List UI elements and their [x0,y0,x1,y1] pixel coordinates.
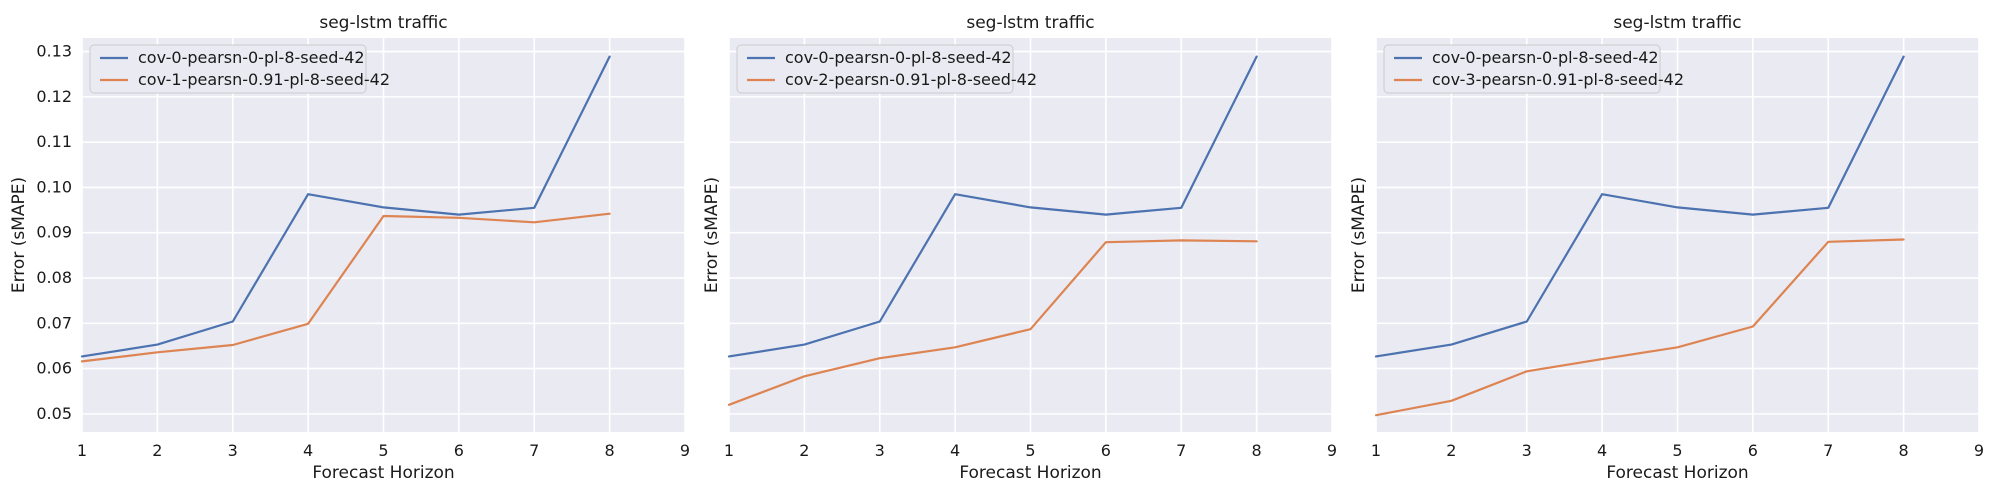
x-tick-label: 4 [1597,441,1607,460]
y-tick-label: 0.12 [36,87,72,106]
y-axis-label: Error (sMAPE) [702,177,722,293]
x-tick-label: 6 [454,441,464,460]
x-tick-label: 1 [724,441,734,460]
x-tick-label: 7 [529,441,539,460]
x-tick-label: 5 [1025,441,1035,460]
x-tick-label: 2 [152,441,162,460]
series-line-1 [1374,55,1905,358]
series-line-2 [1374,238,1905,417]
x-tick-label: 1 [1371,441,1381,460]
legend-label-2: cov-1-pearsn-0.91-pl-8-seed-42 [138,70,390,89]
legend-label-1: cov-0-pearsn-0-pl-8-seed-42 [138,48,365,67]
y-tick-label: 0.09 [36,223,72,242]
x-tick-label: 8 [605,441,615,460]
x-tick-label: 4 [303,441,313,460]
legend-box [736,44,1014,94]
x-tick-label: 9 [1974,441,1984,460]
x-tick-label: 3 [228,441,238,460]
x-axis-label: Forecast Horizon [1606,463,1748,483]
series-line-2 [727,239,1258,406]
x-tick-label: 2 [799,441,809,460]
chart-title: seg-lstm traffic [966,13,1094,33]
legend: cov-0-pearsn-0-pl-8-seed-42 cov-1-pearsn-… [89,44,390,94]
chart-panel-3: 1 2 3 4 5 6 7 8 9 seg-lstm traffic Forecast Horizo… [1349,13,1984,483]
legend-label-1: cov-0-pearsn-0-pl-8-seed-42 [1432,48,1659,67]
y-tick-label: 0.11 [36,132,72,151]
x-tick-label: 3 [875,441,885,460]
x-tick-label: 3 [1522,441,1532,460]
x-tick-label: 5 [378,441,388,460]
y-tick-label: 0.13 [36,42,72,61]
x-axis-label: Forecast Horizon [312,463,454,483]
legend-label-2: cov-3-pearsn-0.91-pl-8-seed-42 [1432,70,1684,89]
y-axis-label: Error (sMAPE) [1349,177,1369,293]
x-tick-label: 7 [1823,441,1833,460]
x-tick-label: 2 [1446,441,1456,460]
y-tick-label: 0.08 [36,268,72,287]
x-tick-label: 9 [1327,441,1337,460]
x-tick-label: 8 [1252,441,1262,460]
x-tick-label: 5 [1672,441,1682,460]
series-line-1 [727,55,1258,358]
y-tick-label: 0.05 [36,404,72,423]
chart-panel-1: 1 2 3 4 5 6 7 8 9 0.05 0.06 0.07 0.08 0.09 0.10 0.11 0.1… [9,13,690,483]
x-tick-label: 8 [1899,441,1909,460]
legend-label-1: cov-0-pearsn-0-pl-8-seed-42 [785,48,1012,67]
legend: cov-0-pearsn-0-pl-8-seed-42 cov-2-pearsn-… [736,44,1037,94]
y-axis-label: Error (sMAPE) [9,177,29,293]
series-line-2 [80,212,611,363]
y-tick-label: 0.07 [36,313,72,332]
x-tick-label: 6 [1101,441,1111,460]
y-tick-label: 0.10 [36,177,72,196]
x-tick-label: 4 [950,441,960,460]
x-tick-label: 6 [1748,441,1758,460]
chart-title: seg-lstm traffic [1613,13,1741,33]
legend-box [89,44,367,94]
legend-label-2: cov-2-pearsn-0.91-pl-8-seed-42 [785,70,1037,89]
legend: cov-0-pearsn-0-pl-8-seed-42 cov-3-pearsn-… [1383,44,1684,94]
x-tick-label: 7 [1176,441,1186,460]
x-axis-label: Forecast Horizon [959,463,1101,483]
legend-box [1383,44,1661,94]
x-tick-label: 1 [77,441,87,460]
x-tick-label: 9 [680,441,690,460]
chart-panel-2: 1 2 3 4 5 6 7 8 9 seg-lstm traffic Forecast Horizo… [702,13,1337,483]
y-tick-label: 0.06 [36,359,72,378]
series-line-1 [80,55,611,358]
chart-title: seg-lstm traffic [319,13,447,33]
